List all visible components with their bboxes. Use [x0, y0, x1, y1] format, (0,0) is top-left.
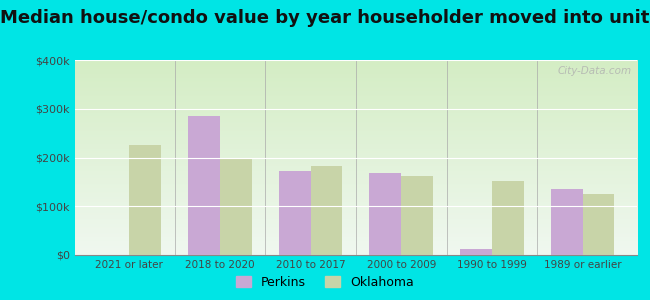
Bar — [460, 249, 492, 255]
Bar — [188, 116, 220, 255]
Bar — [492, 181, 524, 255]
Bar — [369, 173, 401, 255]
Bar — [311, 166, 343, 255]
Text: City-Data.com: City-Data.com — [557, 66, 631, 76]
Bar — [129, 145, 161, 255]
Bar — [551, 189, 582, 255]
Text: Median house/condo value by year householder moved into unit: Median house/condo value by year househo… — [0, 9, 650, 27]
Bar — [582, 194, 614, 255]
Legend: Perkins, Oklahoma: Perkins, Oklahoma — [231, 271, 419, 294]
Bar — [279, 171, 311, 255]
Bar — [401, 176, 433, 255]
Bar — [220, 158, 252, 255]
